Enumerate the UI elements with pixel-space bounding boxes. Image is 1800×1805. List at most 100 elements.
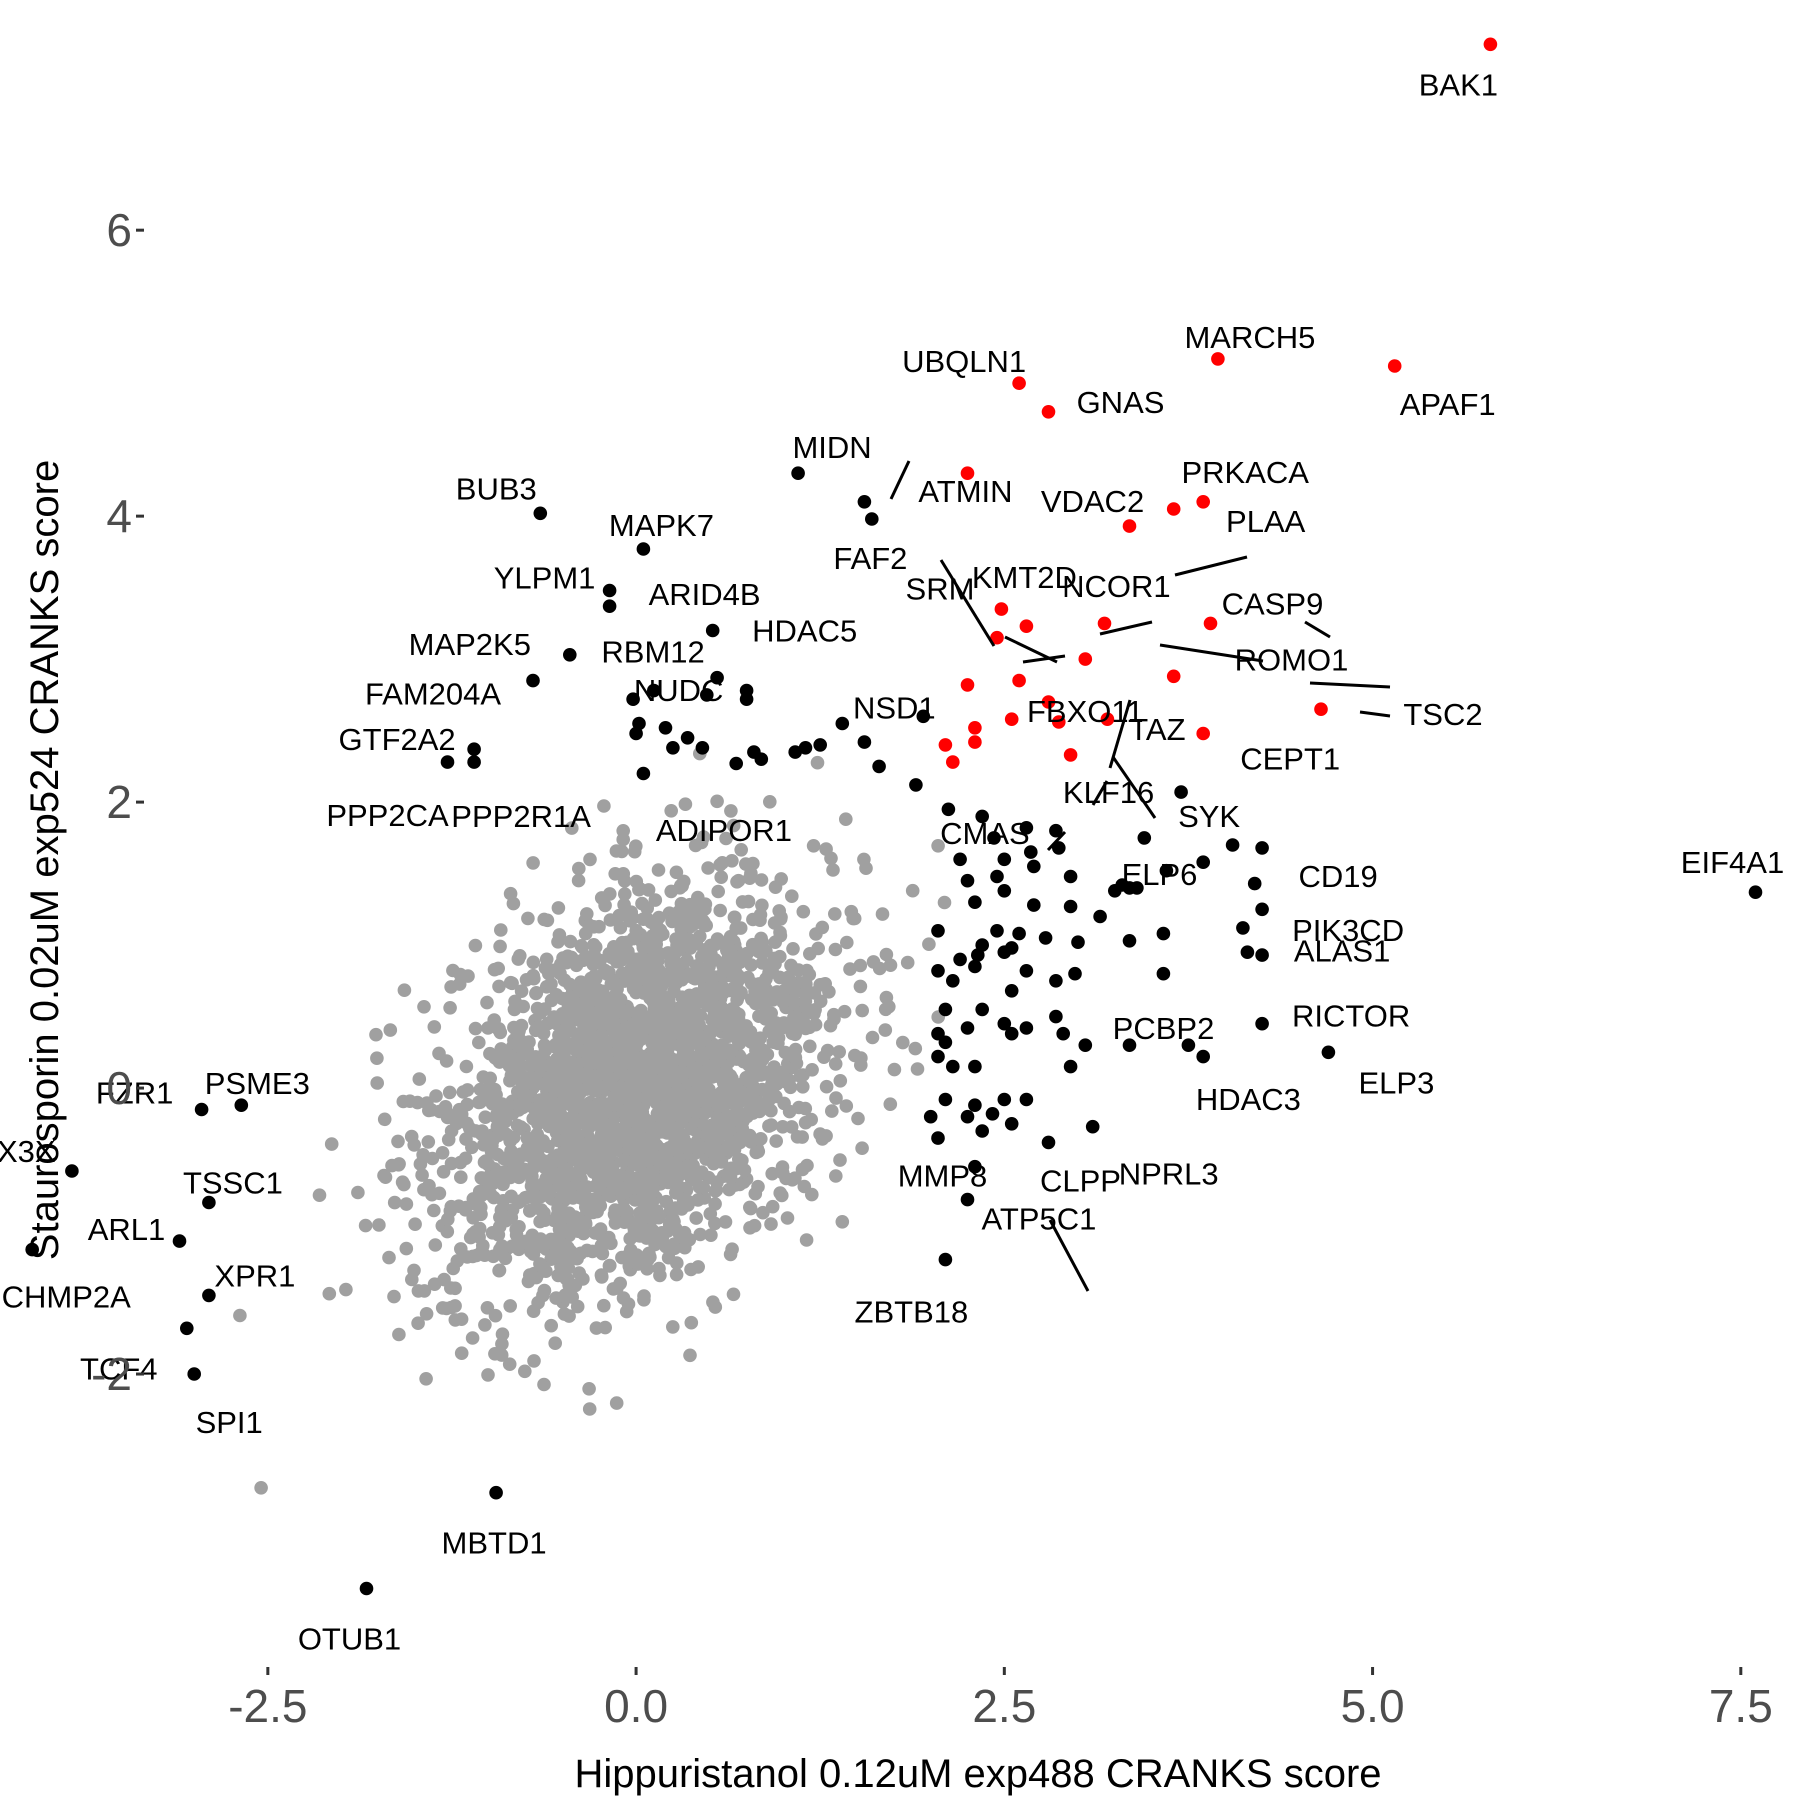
background-point [511, 1084, 525, 1099]
background-point [554, 1084, 569, 1098]
highlight-point [938, 738, 953, 752]
background-point [609, 954, 624, 969]
background-point [562, 954, 577, 968]
highlight-point [1027, 859, 1041, 874]
background-point [312, 1188, 327, 1202]
background-point [544, 1318, 558, 1333]
background-point [691, 890, 705, 905]
point-ylpm1 [602, 583, 617, 598]
background-point [570, 1299, 585, 1314]
background-point [399, 1241, 414, 1256]
background-point [594, 891, 609, 905]
background-point [598, 990, 613, 1005]
leader-line [1048, 1219, 1090, 1292]
background-point [538, 1107, 553, 1122]
background-point [676, 1131, 691, 1146]
point-fam204a [526, 673, 540, 688]
background-point [664, 804, 678, 818]
highlight-point [971, 948, 985, 962]
point-zbtb18 [938, 1252, 953, 1267]
highlight-point [1041, 695, 1056, 709]
background-point [866, 955, 881, 969]
background-point [510, 1118, 525, 1133]
background-point [608, 998, 622, 1012]
point-cd19 [1255, 841, 1269, 855]
background-point [669, 1267, 684, 1282]
background-point [504, 1144, 518, 1158]
point-pik3cd [1255, 948, 1269, 962]
point-mmp8 [960, 1192, 975, 1207]
background-point [773, 970, 787, 985]
background-point [704, 1228, 718, 1242]
background-point [504, 1068, 519, 1083]
point-ppp2ca [440, 755, 455, 769]
background-point [528, 1241, 543, 1256]
background-point [757, 974, 772, 989]
background-point [417, 1000, 431, 1014]
background-point [707, 1013, 722, 1028]
background-point [681, 1198, 695, 1212]
background-point [458, 1151, 473, 1166]
background-point [618, 1153, 632, 1167]
background-point [785, 889, 799, 903]
background-point [523, 1204, 537, 1218]
background-point [617, 1215, 632, 1229]
background-point [742, 1028, 757, 1043]
background-point [460, 1083, 475, 1097]
highlight-point [1068, 966, 1082, 981]
highlight-point [857, 735, 872, 749]
background-point [419, 1307, 434, 1321]
background-point [679, 1159, 694, 1174]
background-point [600, 1068, 615, 1083]
background-point [419, 1372, 433, 1386]
point-ubqln1 [1012, 376, 1026, 391]
background-point [382, 1250, 396, 1265]
background-point [692, 1165, 707, 1180]
background-point [583, 1135, 597, 1149]
background-point [595, 1246, 610, 1261]
background-point [769, 1089, 783, 1104]
label-syk: SYK [1178, 799, 1240, 834]
point-otub1 [359, 1581, 374, 1596]
background-points [233, 746, 952, 1495]
highlight-point [985, 1107, 1000, 1121]
background-point [573, 1147, 588, 1161]
background-point [769, 1134, 783, 1148]
background-point [415, 1168, 429, 1182]
highlight-point [1196, 855, 1210, 869]
background-point [637, 1203, 652, 1218]
background-point [815, 1132, 830, 1146]
background-point [572, 1266, 586, 1280]
background-point [751, 1179, 765, 1194]
background-point [723, 983, 737, 998]
background-point [669, 976, 683, 990]
background-point [339, 1282, 353, 1297]
background-point [488, 1308, 503, 1323]
background-point [669, 1186, 684, 1200]
highlight-point [695, 741, 710, 755]
label-fzr1: FZR1 [96, 1076, 174, 1111]
highlight-point [938, 1002, 953, 1017]
highlight-point [960, 873, 975, 888]
background-point [735, 895, 750, 909]
label-hdac3: HDAC3 [1196, 1082, 1301, 1117]
label-march5: MARCH5 [1184, 320, 1315, 355]
background-point [725, 854, 739, 868]
background-point [486, 1176, 501, 1190]
background-point [468, 1021, 483, 1036]
background-point [694, 1140, 709, 1155]
background-point [492, 1219, 507, 1234]
background-point [558, 1288, 573, 1302]
background-point [744, 866, 758, 881]
background-point [887, 1062, 902, 1077]
background-point [790, 1130, 805, 1144]
background-point [392, 1327, 406, 1342]
label-ddx3x: DDX3X [0, 1134, 56, 1169]
background-point [782, 1104, 797, 1119]
label-nprl3: NPRL3 [1119, 1157, 1219, 1192]
background-point [665, 1094, 679, 1109]
background-point [815, 920, 830, 935]
point-alas1 [1255, 902, 1269, 917]
highlight-point [968, 1059, 982, 1074]
